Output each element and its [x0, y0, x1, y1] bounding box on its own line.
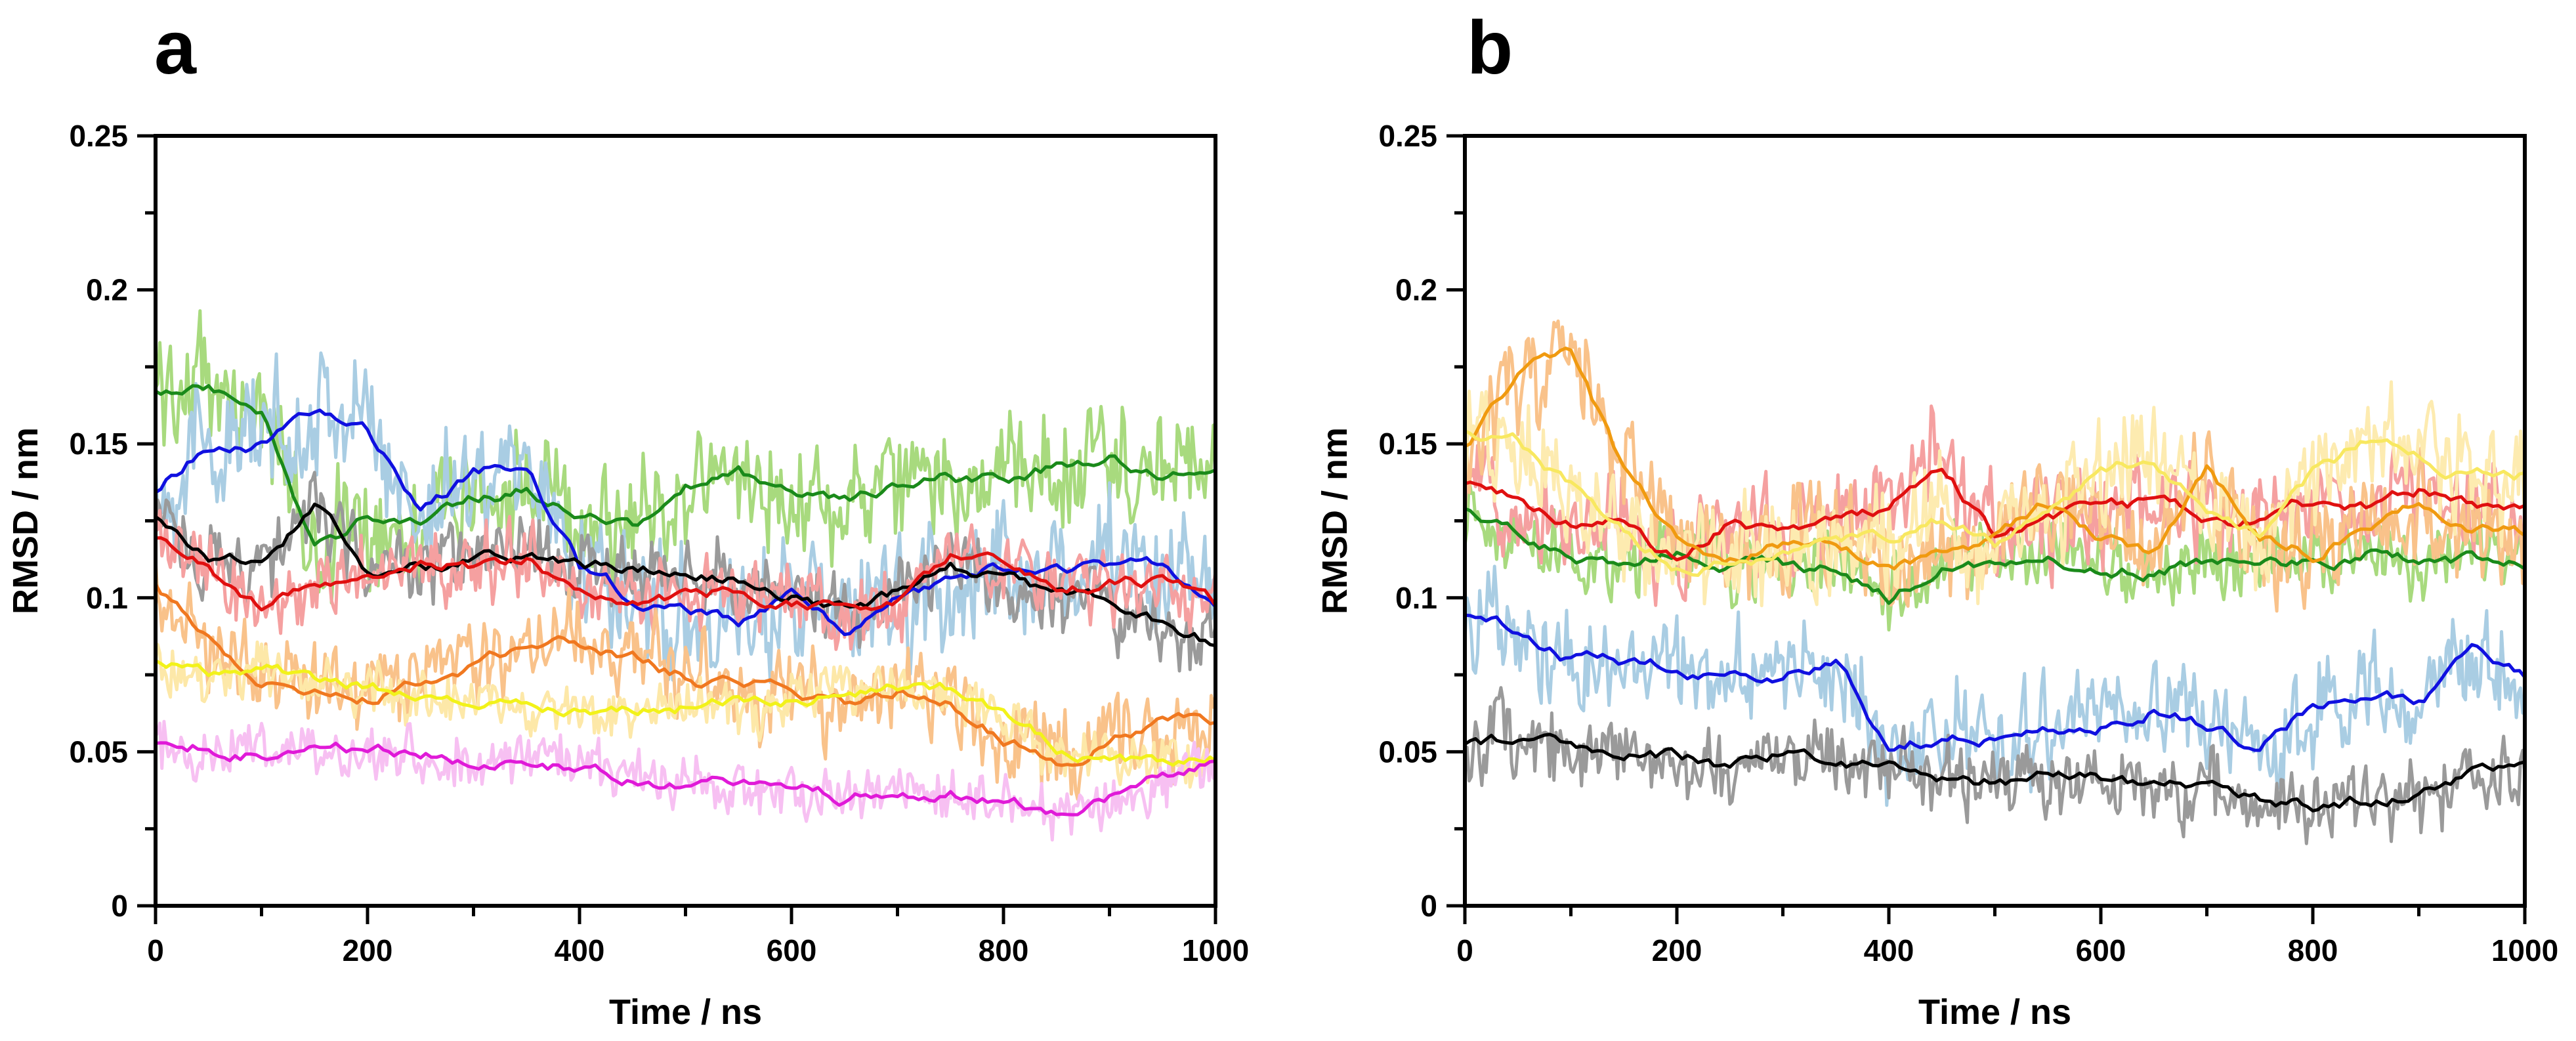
- x-tick-label: 600: [2076, 933, 2126, 967]
- panel-a: a 0 0.05 0.1 0.15 0.2 0.25 0 200 400 600 800 1000 Ti…: [6, 6, 1249, 1032]
- x-tick-label: 0: [147, 933, 164, 967]
- series-line-green: [156, 384, 1215, 547]
- x-tick-label: 200: [1652, 933, 1702, 967]
- series-line-blue: [1465, 613, 2525, 752]
- x-axis-title: Time / ns: [1918, 992, 2071, 1032]
- y-tick-label: 0.05: [69, 734, 128, 769]
- series-line-green: [1465, 507, 2525, 605]
- x-tick-label: 1000: [2491, 933, 2558, 967]
- panel-b: b 0 0.05 0.1 0.15 0.2 0.25 0 200 400 600 800 1000 Ti…: [1315, 6, 2558, 1032]
- panel-letter-b: b: [1467, 6, 1513, 90]
- y-tick-label: 0: [1420, 889, 1437, 923]
- series-band-black: [1465, 686, 2525, 845]
- y-tick-label: 0.15: [69, 427, 128, 461]
- y-tick-label: 0: [111, 889, 128, 923]
- series-line-magenta: [156, 741, 1215, 817]
- y-axis-title: RMSD / nm: [1315, 427, 1355, 614]
- plot-area: [1465, 319, 2525, 845]
- y-tick-label: 0.2: [86, 273, 128, 307]
- series-line-red: [156, 536, 1215, 612]
- series-band-light-yellow: [1465, 380, 2525, 608]
- series-line-blue: [156, 408, 1215, 637]
- series-line-red: [1465, 467, 2525, 562]
- y-tick-label: 0.15: [1378, 427, 1437, 461]
- series-line-light-yellow: [1465, 429, 2525, 577]
- x-tick-label: 0: [1456, 933, 1473, 967]
- x-tick-label: 800: [2288, 933, 2338, 967]
- y-tick-label: 0.1: [86, 581, 128, 615]
- series-band-orange: [156, 560, 1215, 801]
- series-band-blue: [1465, 564, 2525, 807]
- y-tick-label: 0.2: [1395, 273, 1437, 307]
- y-tick-label: 0.1: [1395, 581, 1437, 615]
- x-axis-title: Time / ns: [609, 992, 762, 1032]
- x-tick-label: 600: [767, 933, 817, 967]
- x-tick-label: 800: [979, 933, 1029, 967]
- plot-area: [156, 309, 1215, 842]
- x-tick-label: 400: [555, 933, 605, 967]
- x-tick-label: 1000: [1182, 933, 1249, 967]
- series-line-black: [156, 502, 1215, 648]
- y-tick-label: 0.05: [1378, 734, 1437, 769]
- series-line-yellow: [156, 659, 1215, 767]
- panel-letter-a: a: [154, 6, 197, 90]
- x-tick-label: 400: [1864, 933, 1914, 967]
- y-tick-label: 0.25: [69, 119, 128, 153]
- series-line-orange: [156, 583, 1215, 767]
- x-tick-label: 200: [343, 933, 393, 967]
- y-tick-label: 0.25: [1378, 119, 1437, 153]
- series-line-orange: [1465, 347, 2525, 570]
- series-line-black: [1465, 733, 2525, 813]
- y-axis-title: RMSD / nm: [6, 427, 45, 614]
